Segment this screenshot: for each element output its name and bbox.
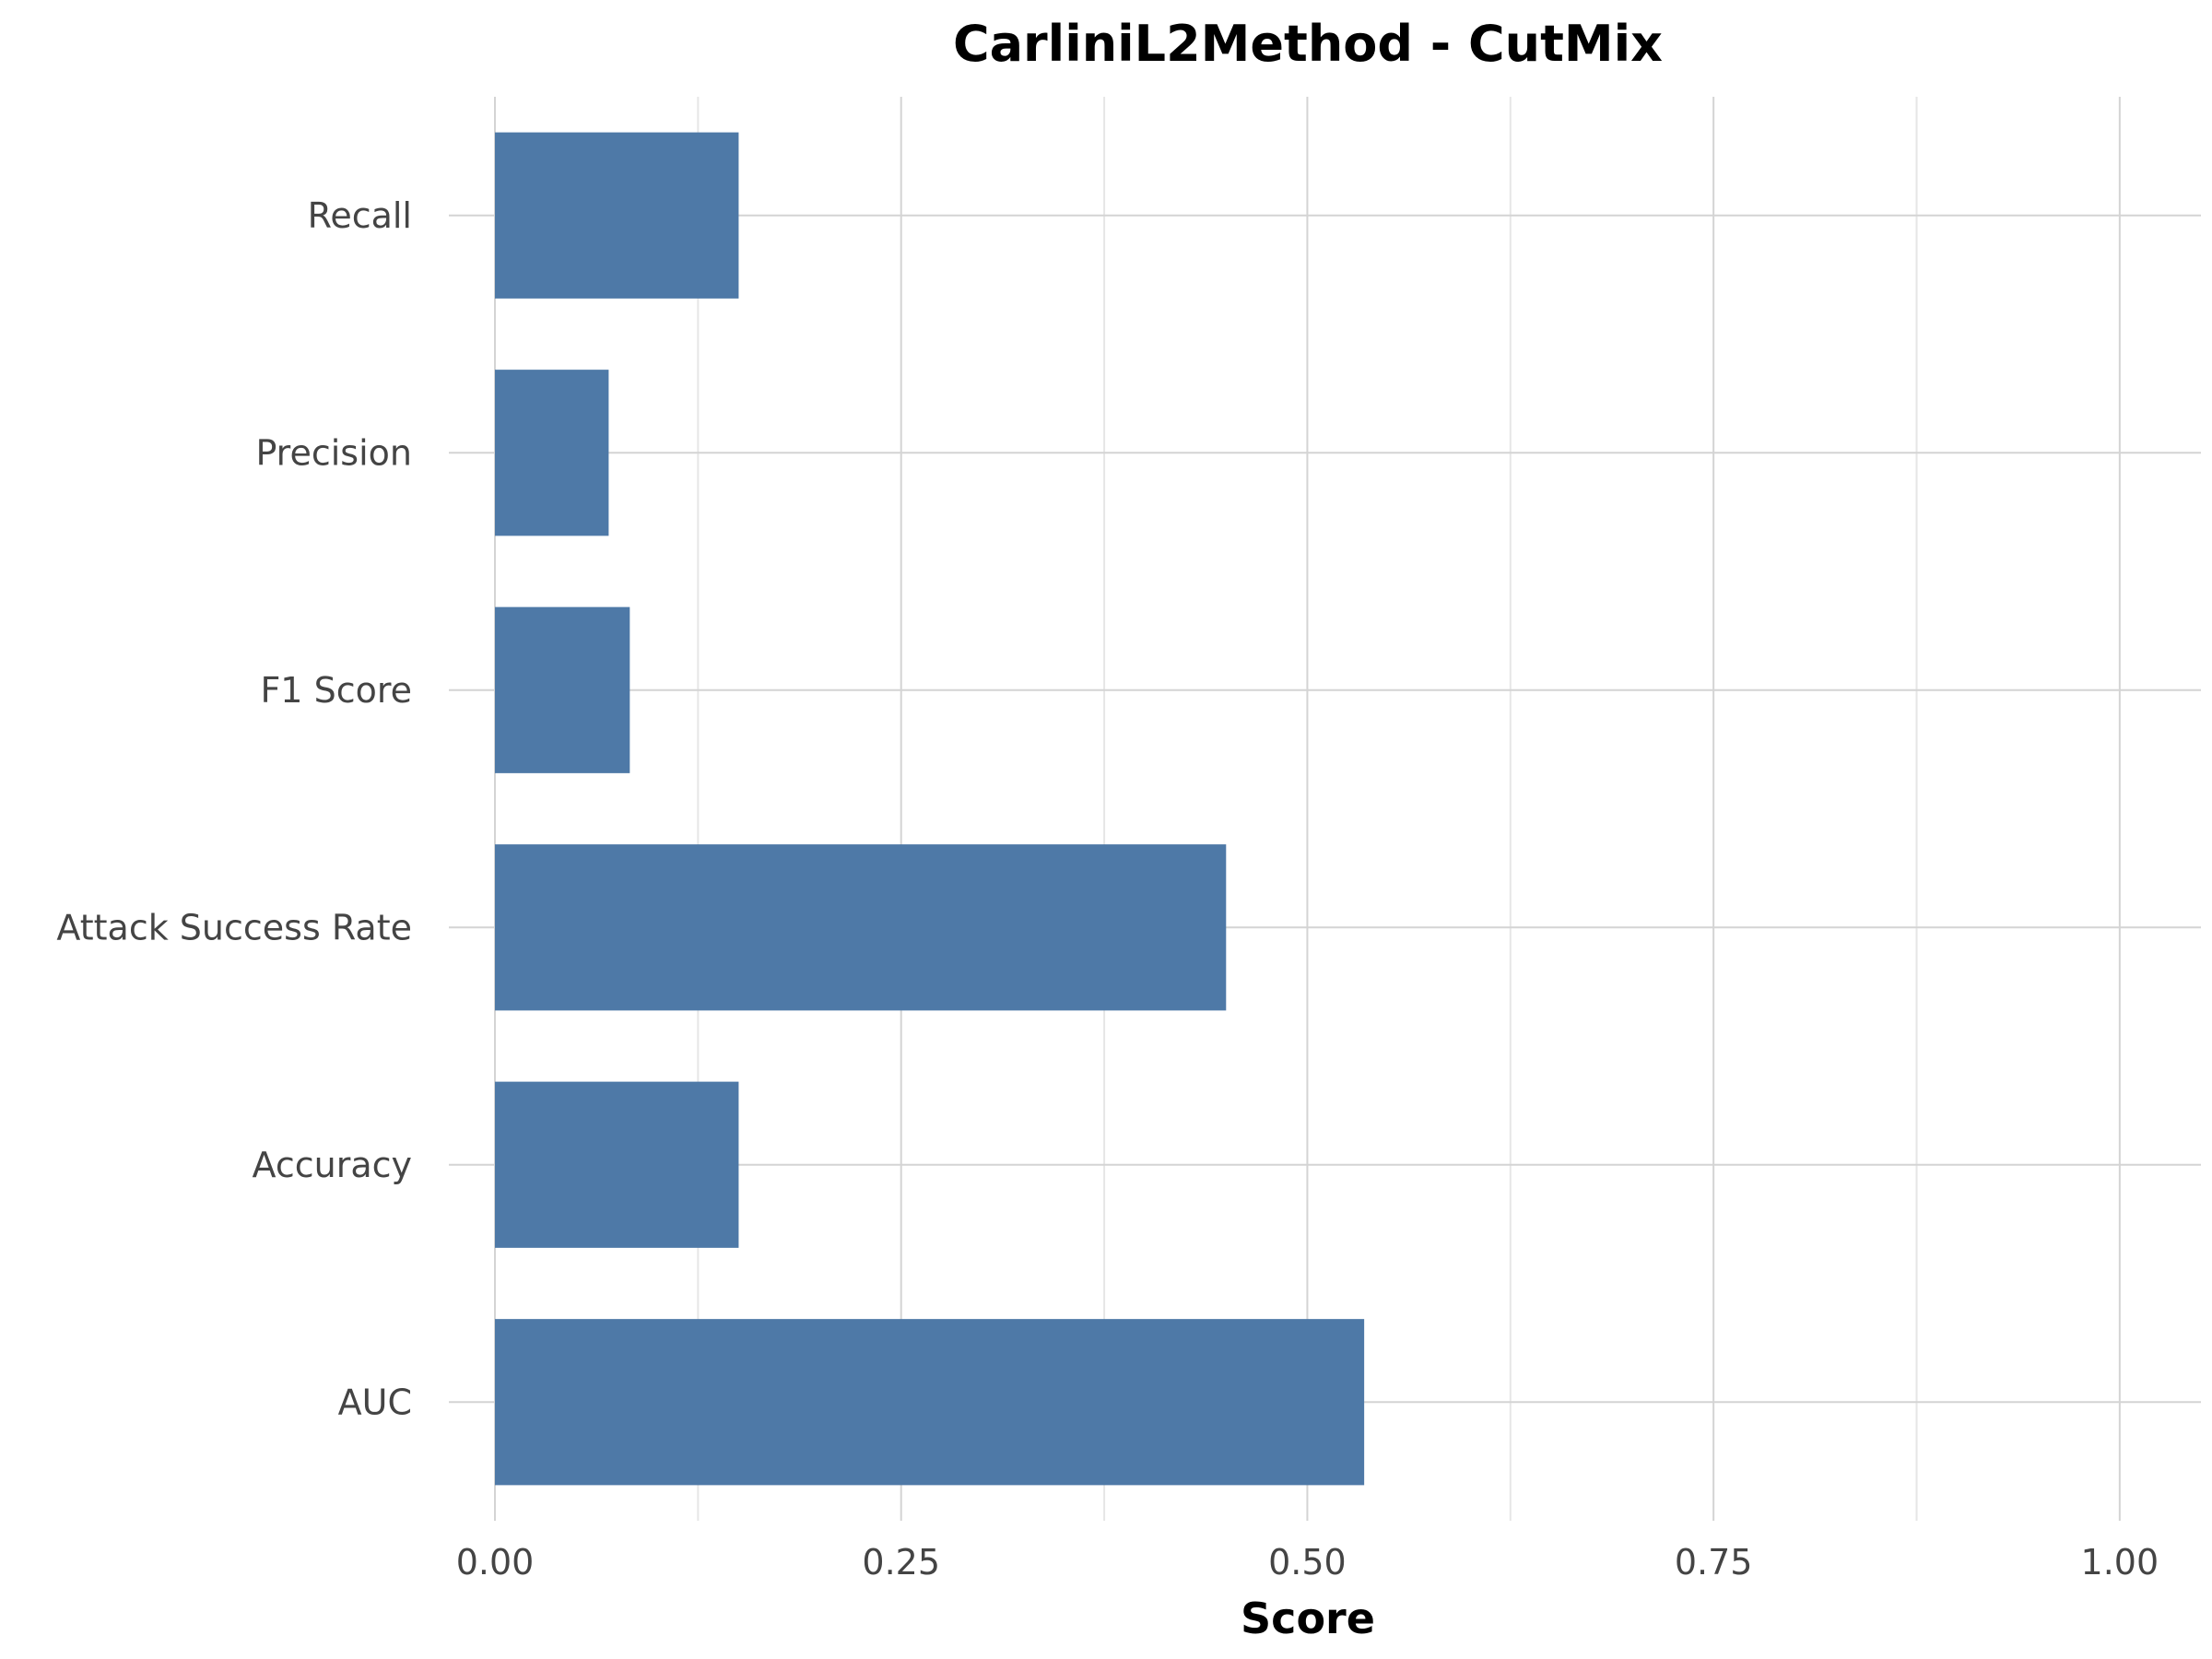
x-tick-labels: 0.00 0.25 0.50 0.75 1.00 — [456, 1542, 2159, 1583]
bar-auc — [495, 1319, 1365, 1486]
y-tick-labels: AUC Accuracy Attack Success Rate F1 Score Pr… — [56, 195, 412, 1423]
y-tick-label: Precision — [255, 432, 412, 473]
bar-f1-score — [495, 606, 630, 773]
x-tick-label: 1.00 — [2081, 1542, 2159, 1583]
bar-recall — [495, 132, 739, 299]
y-tick-label: Accuracy — [253, 1145, 413, 1185]
grid — [449, 97, 2201, 1521]
y-tick-label: F1 Score — [260, 670, 412, 711]
y-tick-label: AUC — [338, 1382, 412, 1422]
x-tick-label: 0.00 — [456, 1542, 535, 1583]
x-tick-label: 0.25 — [862, 1542, 940, 1583]
y-tick-label: Attack Success Rate — [56, 907, 412, 947]
bars — [495, 132, 1365, 1486]
bar-accuracy — [495, 1081, 739, 1248]
bar-attack-success-rate — [495, 844, 1227, 1011]
x-tick-label: 0.75 — [1675, 1542, 1753, 1583]
x-tick-label: 0.50 — [1268, 1542, 1347, 1583]
chart-title: CarliniL2Method - CutMix — [953, 15, 1663, 73]
x-axis-label: Score — [1241, 1594, 1375, 1643]
bar-precision — [495, 370, 609, 536]
y-tick-label: Recall — [308, 195, 412, 236]
